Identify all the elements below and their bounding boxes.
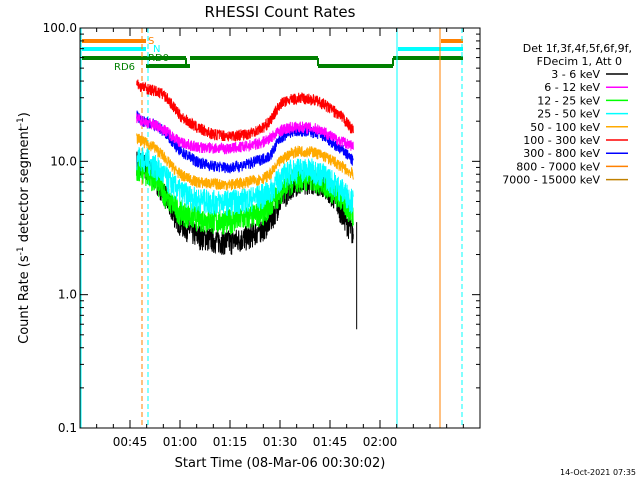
series-trace — [136, 147, 354, 216]
y-tick-label: 0.1 — [58, 421, 77, 435]
chart-title: RHESSI Count Rates — [205, 3, 356, 21]
y-tick-label: 10.0 — [50, 154, 77, 168]
saa-label: S — [148, 36, 154, 47]
legend-label: 100 - 300 keV — [523, 134, 600, 147]
legend-header-line2: FDecim 1, Att 0 — [537, 55, 622, 68]
x-tick-label: 01:45 — [313, 435, 348, 449]
night-label: N — [153, 44, 160, 55]
y-tick-label: 100.0 — [43, 21, 77, 35]
rd6-label: RD6 — [114, 62, 135, 73]
legend-label: 25 - 50 keV — [537, 108, 600, 121]
y-tick-label: 1.0 — [58, 288, 77, 302]
legend: Det 1f,3f,4f,5f,6f,9f, FDecim 1, Att 0 3… — [502, 42, 632, 187]
x-tick-label: 02:00 — [363, 435, 398, 449]
legend-header-line1: Det 1f,3f,4f,5f,6f,9f, — [523, 42, 632, 55]
footer-timestamp: 14-Oct-2021 07:35 — [560, 468, 636, 477]
event-marker-lines — [80, 28, 463, 428]
x-tick-label: 01:00 — [163, 435, 198, 449]
legend-label: 50 - 100 keV — [530, 121, 600, 134]
rd0-label: RD0 — [148, 53, 169, 64]
series-traces — [136, 79, 358, 330]
legend-label: 6 - 12 keV — [544, 81, 600, 94]
x-tick-label: 00:45 — [113, 435, 148, 449]
x-axis-label: Start Time (08-Mar-06 00:30:02) — [175, 456, 386, 471]
attenuator-state-bars: S N RD0 RD6 — [82, 36, 463, 73]
legend-label: 800 - 7000 keV — [516, 160, 600, 173]
legend-label: 7000 - 15000 keV — [502, 174, 600, 187]
y-axis-label: Count Rate (s-1 detector segment-1) — [16, 112, 32, 344]
legend-label: 300 - 800 keV — [523, 147, 600, 160]
series-trace — [136, 79, 354, 142]
x-tick-label: 01:15 — [213, 435, 248, 449]
legend-label: 3 - 6 keV — [551, 68, 600, 81]
legend-label: 12 - 25 keV — [537, 94, 600, 107]
series-trace — [136, 113, 354, 155]
x-tick-label: 01:30 — [263, 435, 298, 449]
axes: 0.1 1.0 10.0 100.0 00:45 01:00 01:15 01:30 01:45… — [43, 21, 480, 449]
series-trace — [136, 133, 354, 191]
